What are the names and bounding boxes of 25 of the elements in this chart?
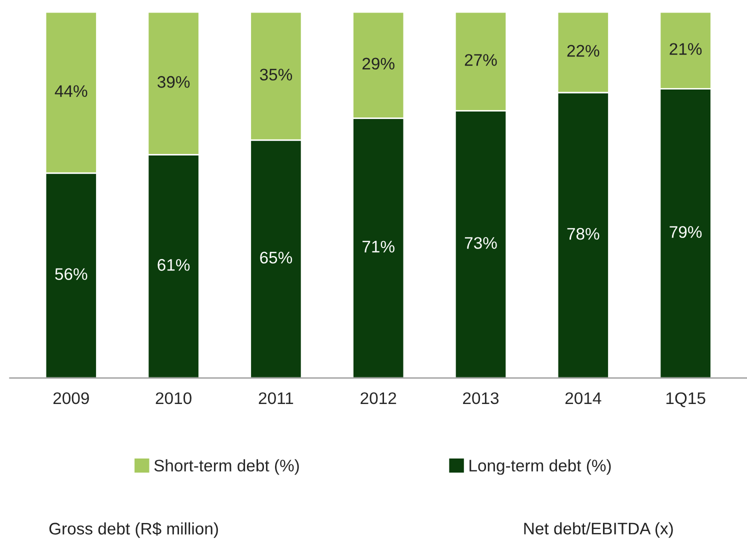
data-label: 73% bbox=[464, 237, 497, 249]
data-label: 61% bbox=[158, 259, 190, 271]
data-label: 39% bbox=[158, 76, 190, 88]
x-tick-label: 2011 bbox=[258, 392, 294, 404]
data-label: 27% bbox=[464, 54, 497, 66]
x-tick-label: 2014 bbox=[565, 392, 602, 404]
x-tick-label: 2012 bbox=[360, 392, 396, 404]
data-label: 78% bbox=[567, 228, 600, 240]
x-tick-label: 2013 bbox=[463, 392, 499, 404]
data-label: 56% bbox=[55, 268, 88, 280]
data-label: 79% bbox=[670, 226, 702, 238]
data-label: 29% bbox=[362, 58, 394, 70]
data-label: 35% bbox=[260, 68, 292, 81]
data-label: 44% bbox=[54, 85, 88, 97]
x-tick-label: 1Q15 bbox=[666, 392, 706, 408]
text: Net debt/EBITDA (x) bbox=[524, 522, 673, 538]
data-label: 22% bbox=[567, 44, 600, 57]
legend-label: Long-term debt (%) bbox=[470, 459, 611, 475]
data-label: 71% bbox=[362, 240, 394, 252]
x-tick-label: 2009 bbox=[53, 392, 89, 404]
text: Gross debt (R$ million) bbox=[49, 522, 218, 538]
x-tick-label: 2010 bbox=[156, 392, 192, 404]
data-label: 65% bbox=[260, 252, 292, 264]
legend-label: Short-term debt (%) bbox=[154, 459, 299, 475]
data-label: 21% bbox=[670, 43, 702, 55]
